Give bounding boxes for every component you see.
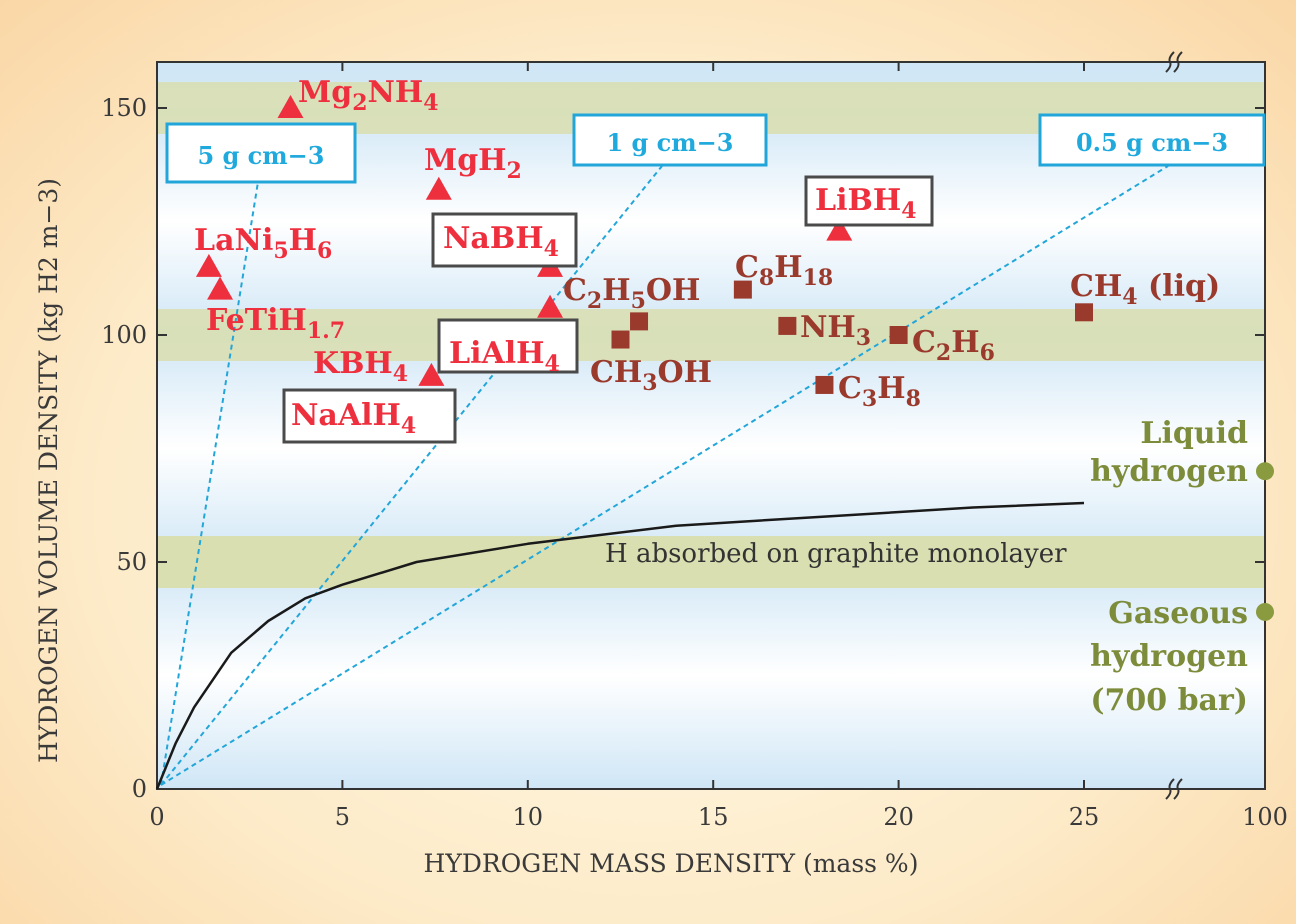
data-point-triangle <box>207 276 234 300</box>
density-label: 5 g cm−3 <box>197 141 324 170</box>
y-tick-label: 50 <box>116 548 147 576</box>
density-label-box <box>165 122 357 184</box>
point-label: Liquid hydrogen <box>1090 416 1248 489</box>
density-label-box <box>572 113 768 167</box>
point-label: KBH4 <box>313 346 408 387</box>
point-label: Gaseous hydrogen (700 bar) <box>1090 596 1248 718</box>
graphite-curve-line <box>155 501 1085 790</box>
point-labels: Mg2NH4 MgH2 LaNi5H6 FeTiH1.7 NaBH4 LiAlH4 KBH4… <box>194 75 1248 718</box>
plot-frame <box>156 61 1266 790</box>
data-point-triangle <box>418 362 445 386</box>
band-0-50 <box>157 562 1265 789</box>
point-label: LiBH4 <box>815 183 917 224</box>
axis-break-mark <box>1165 51 1175 73</box>
point-label: NaAlH4 <box>291 398 416 439</box>
data-point-square <box>1075 303 1093 322</box>
data-point-triangle <box>277 95 304 118</box>
density-lines: 5 g cm−3 1 g cm−3 0.5 g cm−3 <box>160 113 1266 786</box>
axis-break-mark <box>1173 51 1183 73</box>
data-point-triangle <box>425 176 452 200</box>
density-line <box>160 165 1169 786</box>
density-line <box>160 181 259 786</box>
x-tick-label: 10 <box>513 803 544 831</box>
x-axis-title: HYDROGEN MASS DENSITY (mass %) <box>424 849 919 878</box>
point-label: C3H8 <box>838 371 921 412</box>
x-tick-label: 25 <box>1069 803 1100 831</box>
density-label: 1 g cm−3 <box>606 128 733 157</box>
y-axis-title: HYDROGEN VOLUME DENSITY (kg H2 m−3) <box>34 178 63 763</box>
point-label: NaBH4 <box>443 221 559 262</box>
band-stripe-50 <box>157 536 1265 588</box>
x-tick-label: 100 <box>1242 803 1288 831</box>
x-tick-label: 0 <box>149 803 164 831</box>
label-box <box>437 318 579 374</box>
density-line <box>160 165 663 786</box>
point-label: Mg2NH4 <box>298 75 439 116</box>
data-point-square <box>778 316 797 335</box>
background-bands <box>156 61 1266 790</box>
data-point-square <box>815 375 834 394</box>
point-label: CH3OH <box>590 355 712 396</box>
data-point-circle <box>1256 602 1274 621</box>
x-tick-label: 15 <box>698 803 729 831</box>
data-point-triangle <box>537 294 564 318</box>
point-label: C2H6 <box>912 325 995 366</box>
density-label-box <box>1038 113 1266 167</box>
point-label: MgH2 <box>424 143 522 184</box>
point-label: LaNi5H6 <box>194 223 332 264</box>
axis-break-mark <box>1173 778 1183 800</box>
data-point-square <box>611 330 630 349</box>
point-label: C8H18 <box>735 250 833 291</box>
graphite-curve-label: H absorbed on graphite monolayer <box>605 539 1067 569</box>
y-tick-label: 0 <box>132 775 147 803</box>
data-point-square <box>889 326 908 344</box>
point-label: FeTiH1.7 <box>206 303 345 344</box>
data-point-triangle <box>826 217 853 241</box>
data-points <box>195 95 1274 621</box>
x-tick-label: 20 <box>883 803 914 831</box>
density-label: 0.5 g cm−3 <box>1076 128 1228 157</box>
data-point-square <box>733 280 752 299</box>
data-point-circle <box>1256 462 1274 481</box>
data-point-triangle <box>195 253 222 277</box>
x-tick-label: 5 <box>335 803 350 831</box>
label-box <box>282 388 457 444</box>
label-box <box>804 175 934 227</box>
y-tick-label: 100 <box>101 321 147 349</box>
y-tick-label: 150 <box>101 94 147 122</box>
point-label: NH3 <box>800 310 871 351</box>
point-label: CH4 (liq) <box>1070 269 1220 310</box>
point-label: LiAlH4 <box>449 336 560 377</box>
label-box <box>431 212 578 268</box>
point-label: C2H5OH <box>563 273 700 314</box>
axis-break-mark <box>1165 778 1175 800</box>
data-point-square <box>630 312 649 331</box>
graphite-curve: H absorbed on graphite monolayer <box>155 501 1085 790</box>
axes: 0 5 10 15 20 25 100 0 50 100 150 HYDROGEN MASS DENS… <box>34 51 1288 878</box>
